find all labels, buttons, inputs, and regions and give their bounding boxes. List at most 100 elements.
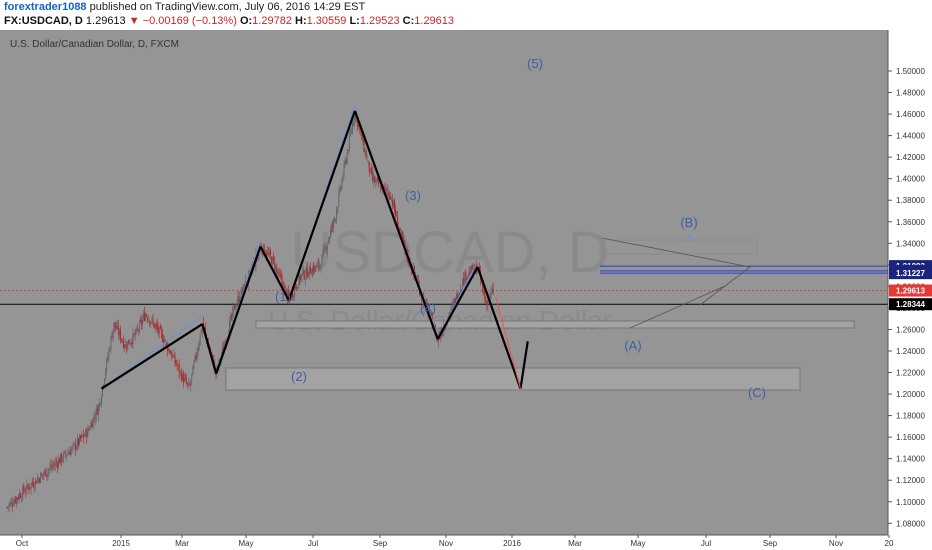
wave-label: (C)	[748, 385, 766, 400]
candle-body	[75, 446, 77, 451]
candle-body	[155, 323, 157, 326]
x-tick-label: May	[630, 539, 645, 548]
candle-body	[387, 193, 389, 194]
candle-body	[89, 429, 91, 430]
candle-body	[307, 276, 309, 277]
candle-body	[195, 355, 197, 358]
candle-body	[470, 266, 472, 274]
wave-label: (4)	[420, 301, 436, 316]
candle-body	[178, 363, 180, 373]
candle-body	[194, 355, 196, 362]
candle-body	[164, 340, 165, 343]
candle-body	[221, 347, 223, 354]
candle-body	[373, 176, 374, 181]
candle-body	[399, 227, 401, 231]
candle-body	[61, 453, 63, 462]
candle-body	[9, 502, 11, 506]
candle-body	[192, 366, 194, 376]
candle-body	[169, 349, 171, 354]
candle-body	[58, 459, 59, 469]
candle-body	[461, 289, 463, 293]
wave-leg	[436, 266, 479, 340]
candle-body	[93, 417, 95, 418]
candle-body	[298, 274, 300, 288]
candle-body	[380, 184, 382, 191]
quote-line: FX:USDCAD, D 1.29613 ▼ −0.00169 (−0.13%)…	[4, 15, 454, 27]
candle-body	[400, 229, 402, 232]
y-tick-label: 1.40000	[896, 175, 925, 184]
low-label: L:	[349, 15, 360, 27]
candle-body	[115, 326, 117, 330]
candle-body	[491, 288, 493, 292]
candle-body	[366, 159, 368, 160]
candle-body	[153, 322, 155, 328]
candle-body	[67, 453, 69, 456]
wave-label: (1)	[275, 289, 291, 304]
support-zone-lower	[225, 367, 801, 391]
author-link[interactable]: forextrader1088	[4, 1, 87, 13]
candle-body	[394, 200, 395, 211]
candle-body	[198, 342, 200, 350]
candle-body	[316, 264, 318, 268]
candle-body	[241, 291, 243, 293]
candle-body	[199, 333, 201, 345]
candle-body	[49, 466, 51, 469]
candle-body	[65, 452, 67, 455]
candle-body	[237, 296, 239, 303]
candle-body	[196, 352, 198, 360]
candle-body	[323, 247, 325, 253]
target-line	[495, 296, 521, 389]
candle-body	[86, 430, 88, 438]
candle-body	[48, 468, 50, 472]
candle-body	[476, 268, 478, 273]
candle-body	[24, 492, 26, 494]
candle-body	[44, 470, 46, 474]
candle-body	[8, 504, 10, 508]
candle-body	[34, 479, 36, 486]
candle-body	[97, 405, 99, 416]
candle-body	[137, 330, 139, 332]
candle-body	[20, 494, 22, 498]
candle-body	[265, 253, 267, 257]
wave-label: (2)	[291, 369, 307, 384]
candle-body	[392, 201, 394, 208]
candle-body	[290, 297, 291, 301]
candle-body	[347, 150, 349, 152]
candle-body	[370, 168, 372, 173]
candle-body	[243, 284, 245, 291]
x-tick-label: Nov	[829, 539, 843, 548]
candle-body	[122, 341, 123, 343]
candle-body	[353, 122, 354, 126]
candle-body	[143, 314, 144, 319]
candle-body	[42, 474, 44, 476]
wave-label: (3)	[405, 188, 421, 203]
candle-body	[238, 295, 240, 303]
candle-body	[348, 136, 350, 151]
candle-body	[361, 131, 363, 141]
candle-body	[107, 357, 109, 360]
candle-body	[395, 209, 396, 216]
candle-body	[314, 265, 316, 273]
candle-body	[128, 339, 130, 345]
candle-body	[157, 327, 159, 333]
candle-body	[385, 188, 387, 189]
candle-body	[396, 214, 397, 217]
price-label: 1.31227	[896, 269, 925, 278]
candle-body	[471, 266, 473, 272]
candle-body	[464, 272, 466, 286]
candle-body	[152, 319, 154, 323]
time-axis	[0, 535, 932, 550]
candle-body	[306, 267, 308, 278]
publish-line: forextrader1088 published on TradingView…	[4, 1, 365, 13]
candle-body	[459, 292, 460, 298]
candle-body	[74, 442, 76, 450]
candle-body	[60, 454, 61, 464]
low-value: 1.29523	[359, 15, 400, 27]
candle-body	[212, 355, 214, 358]
candle-body	[179, 370, 181, 372]
price-chart[interactable]: USDCAD, D U.S. Dollar/Canadian Dollar U.…	[0, 30, 932, 550]
chart-title: U.S. Dollar/Canadian Dollar, D, FXCM	[10, 39, 179, 50]
candle-body	[163, 339, 164, 343]
candle-body	[10, 501, 12, 504]
wave-leg	[201, 323, 218, 374]
